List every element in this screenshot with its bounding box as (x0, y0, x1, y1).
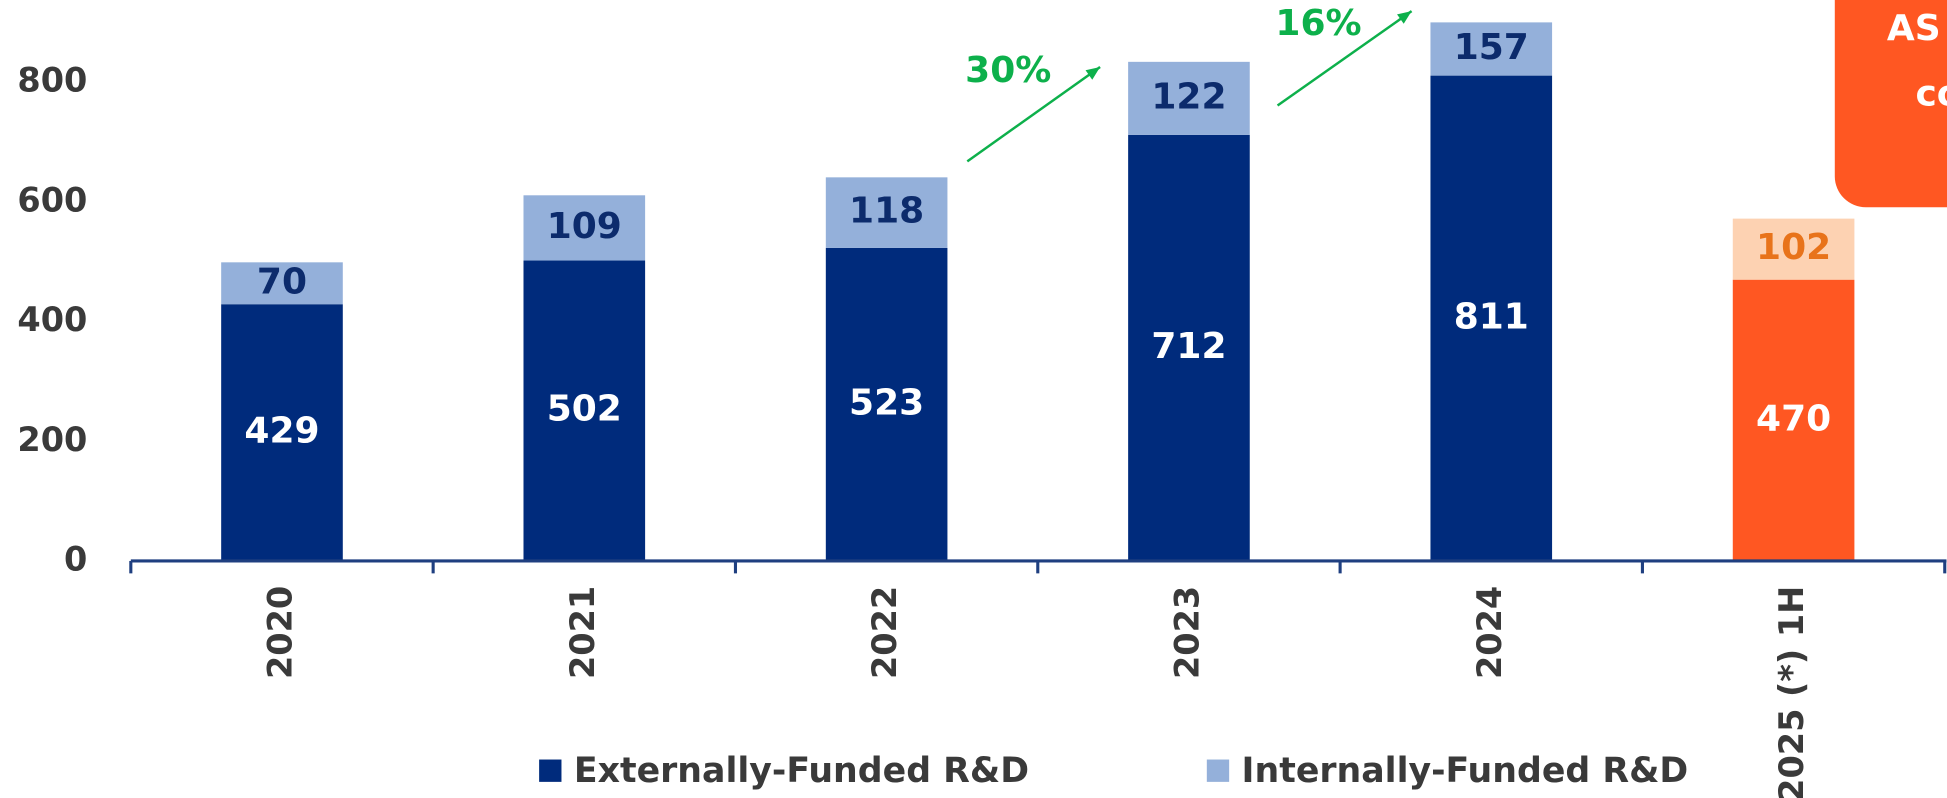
legend-label: Externally-Funded R&D (574, 751, 1029, 791)
value-label: 122 (1151, 76, 1226, 117)
value-label: 109 (547, 206, 622, 247)
legend-label: Internally-Funded R&D (1242, 751, 1689, 791)
y-tick-label: 400 (17, 300, 87, 339)
value-label: 470 (1756, 398, 1831, 439)
y-tick-label: 600 (17, 180, 87, 219)
value-label: 157 (1454, 27, 1529, 68)
x-tick-label: 2022 (865, 586, 904, 679)
value-label: 502 (547, 389, 622, 430)
x-tick-label: 2024 (1470, 586, 1509, 679)
bar-segment (825, 177, 948, 248)
arrow-head (1397, 11, 1412, 24)
callout-text: co (1915, 74, 1947, 115)
bar-segment (523, 260, 646, 561)
arrow-head (1085, 67, 1101, 80)
bar-segment (825, 247, 948, 561)
legend-swatch (539, 759, 562, 782)
x-tick-label: 2020 (260, 586, 299, 679)
callout-box (1834, 0, 1947, 208)
bar-segment (1732, 218, 1855, 280)
value-label: 429 (244, 411, 319, 452)
plot-area (221, 22, 1855, 561)
x-tick-label: 2025 (*) 1H (1772, 586, 1811, 798)
y-tick-label: 0 (64, 539, 87, 578)
bar-segment (1128, 61, 1250, 135)
y-tick-label: 200 (17, 420, 87, 459)
growth-arrow (966, 66, 1101, 163)
callout-text: AS (1887, 8, 1941, 49)
growth-arrow (1276, 10, 1413, 107)
bar-segment (221, 262, 343, 305)
value-label: 70 (257, 261, 307, 302)
growth-label: 30% (965, 50, 1051, 91)
value-label: 811 (1454, 296, 1529, 337)
bar-segment (523, 195, 646, 261)
legend-swatch (1206, 759, 1230, 782)
value-label: 118 (849, 191, 924, 232)
bar-segment (1732, 279, 1855, 561)
bar-segment (221, 304, 343, 561)
bar-segment (1430, 75, 1553, 561)
growth-label: 16% (1275, 3, 1361, 44)
value-label: 102 (1756, 227, 1831, 268)
x-tick-label: 2023 (1167, 586, 1206, 679)
value-label: 523 (849, 382, 924, 423)
bar-segment (1128, 134, 1250, 561)
x-tick-label: 2021 (563, 586, 602, 679)
y-tick-label: 800 (17, 61, 87, 100)
value-label: 712 (1151, 326, 1226, 367)
bar-segment (1430, 22, 1553, 76)
